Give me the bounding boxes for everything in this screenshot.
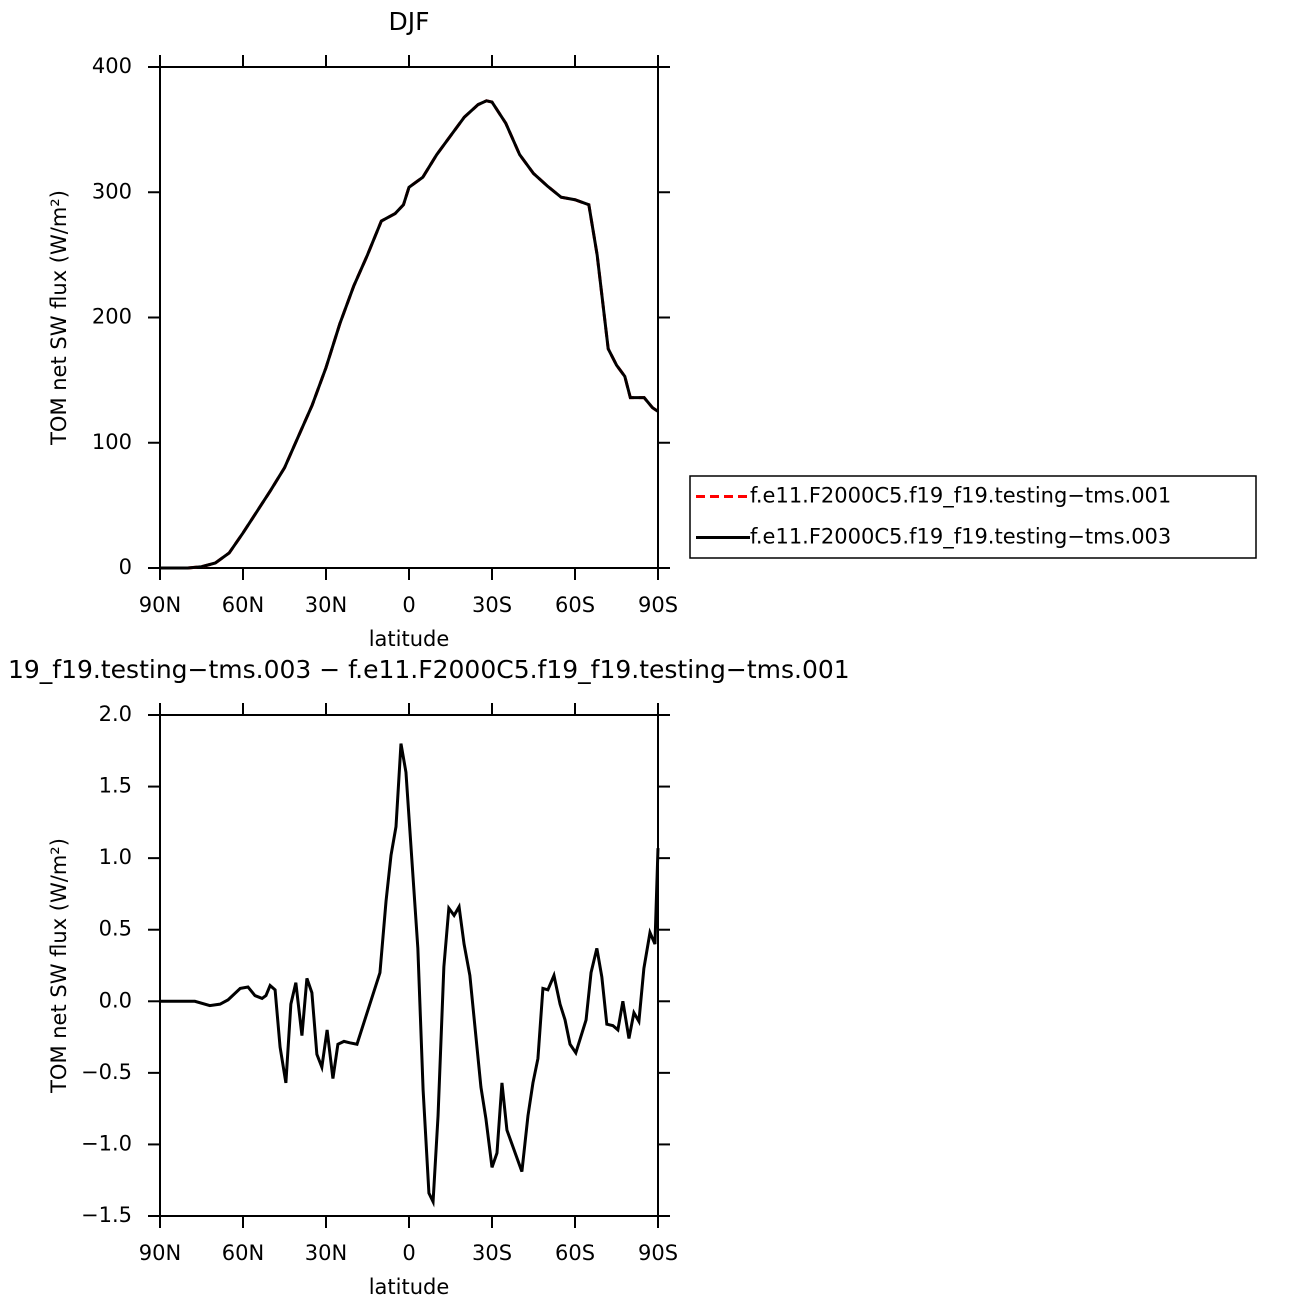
y-axis-label: TOM net SW flux (W/m²) — [47, 838, 71, 1094]
x-tick-label: 30S — [472, 593, 512, 617]
y-tick-label: 0.0 — [99, 988, 132, 1012]
legend-box — [689, 475, 1257, 559]
x-axis-label: latitude — [369, 627, 450, 651]
y-tick-label: −1.5 — [81, 1203, 132, 1227]
chart-title: DJF — [388, 7, 429, 36]
x-tick-label: 60N — [222, 593, 264, 617]
y-tick-label: 300 — [92, 179, 132, 203]
x-tick-label: 30S — [472, 1241, 512, 1265]
plot-frame — [159, 66, 659, 569]
y-tick-label: 200 — [92, 305, 132, 329]
y-tick-label: 0.5 — [99, 917, 132, 941]
data-line — [160, 99, 659, 570]
x-tick-label: 0 — [402, 1241, 415, 1265]
x-tick-label: 30N — [305, 1241, 347, 1265]
x-tick-label: 60S — [555, 593, 595, 617]
y-tick-label: 400 — [92, 54, 132, 78]
y-tick-label: −0.5 — [81, 1060, 132, 1084]
x-tick-label: 90N — [139, 593, 181, 617]
legend-label: f.e11.F2000C5.f19_f19.testing−tms.003 — [750, 525, 1171, 550]
y-tick-label: 2.0 — [99, 702, 132, 726]
y-tick-label: 1.0 — [99, 845, 132, 869]
plot-frame — [159, 714, 659, 1217]
x-tick-label: 90N — [139, 1241, 181, 1265]
chart-title: 19_f19.testing−tms.003 − f.e11.F2000C5.f… — [8, 655, 850, 684]
y-tick-label: 0 — [119, 555, 132, 579]
x-tick-label: 0 — [402, 593, 415, 617]
legend-label: f.e11.F2000C5.f19_f19.testing−tms.001 — [750, 484, 1171, 509]
y-tick-label: 100 — [92, 430, 132, 454]
x-tick-label: 60S — [555, 1241, 595, 1265]
x-tick-label: 60N — [222, 1241, 264, 1265]
data-line — [160, 99, 659, 570]
y-axis-label: TOM net SW flux (W/m²) — [47, 190, 71, 446]
x-tick-label: 90S — [638, 1241, 678, 1265]
x-tick-label: 30N — [305, 593, 347, 617]
data-line — [160, 743, 660, 1208]
y-tick-label: 1.5 — [99, 774, 132, 798]
x-tick-label: 90S — [638, 593, 678, 617]
y-tick-label: −1.0 — [81, 1131, 132, 1155]
x-axis-label: latitude — [369, 1275, 450, 1299]
